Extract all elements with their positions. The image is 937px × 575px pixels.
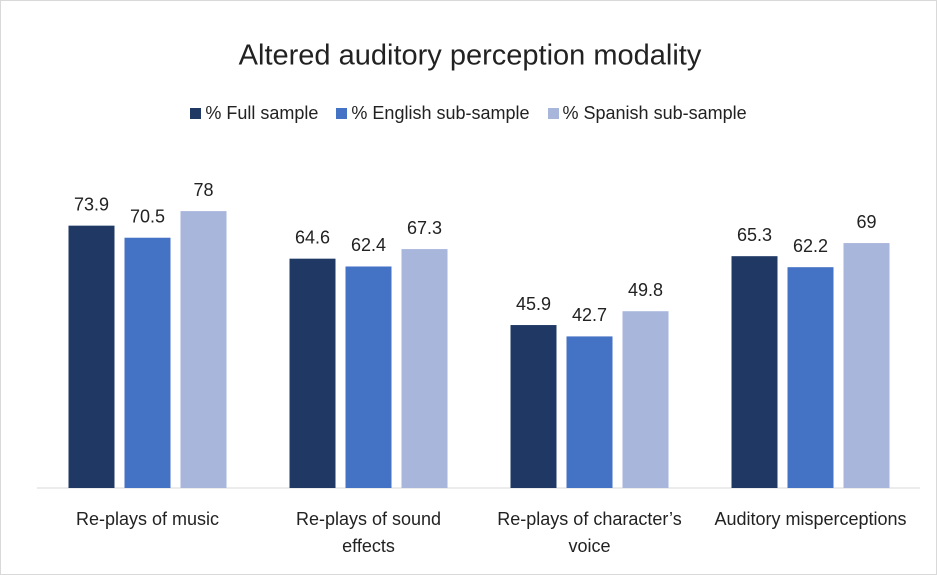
x-tick-label: Re-plays of sound effects (295, 509, 442, 556)
data-label: 62.4 (351, 235, 386, 255)
data-label: 45.9 (516, 294, 551, 314)
bar (68, 225, 115, 488)
bar (510, 325, 557, 488)
legend-label: % English sub-sample (351, 103, 530, 123)
legend-item: % English sub-sample (336, 103, 530, 124)
data-label: 42.7 (572, 305, 607, 325)
legend-label: % Full sample (205, 103, 319, 123)
bar (566, 336, 613, 488)
data-label: 65.3 (737, 225, 772, 245)
x-tick-label: Re-plays of music (75, 509, 220, 529)
bar (401, 249, 448, 488)
legend-swatch (190, 108, 202, 119)
data-label: 69 (856, 212, 876, 232)
legend-swatch (336, 108, 348, 119)
bar (345, 266, 392, 488)
data-label: 70.5 (130, 206, 165, 226)
legend: % Full sample % English sub-sample % Spani… (0, 103, 937, 124)
bar (622, 311, 669, 488)
legend-item: % Full sample (190, 103, 318, 124)
data-label: 73.9 (74, 194, 109, 214)
data-label: 67.3 (407, 218, 442, 238)
bar (180, 211, 227, 488)
legend-label: % Spanish sub-sample (562, 103, 747, 123)
bar (124, 237, 171, 488)
bar (787, 267, 834, 488)
data-label: 49.8 (628, 280, 663, 300)
bar (289, 258, 336, 488)
x-tick-label: Re-plays of character’s voice (497, 509, 682, 556)
legend-item: % Spanish sub-sample (547, 103, 747, 124)
bar (843, 243, 890, 488)
chart-title: Altered auditory perception modality (239, 40, 702, 72)
bar (731, 256, 778, 488)
x-tick-label: Auditory misperceptions (714, 509, 907, 529)
data-label: 64.6 (295, 227, 330, 247)
data-label: 62.2 (793, 236, 828, 256)
legend-swatch (547, 108, 559, 119)
data-label: 78 (193, 180, 213, 200)
